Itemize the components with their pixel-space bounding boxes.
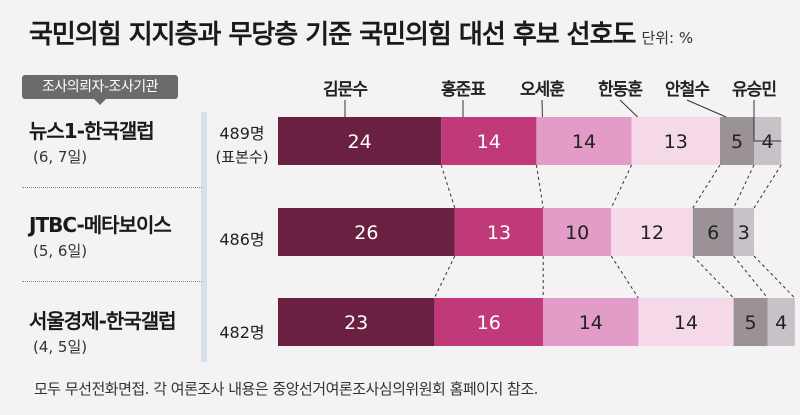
bar-label-1-4: 13 bbox=[664, 131, 688, 153]
poll-institution-1: 뉴스1-한국갤럽 bbox=[29, 119, 155, 143]
bar-segment-2-1 bbox=[278, 208, 455, 256]
bar-label-2-2: 13 bbox=[487, 222, 511, 244]
chart-title: 국민의힘 지지층과 무당층 기준 국민의힘 대선 후보 선호도 단위: % bbox=[29, 20, 694, 50]
legend-candidate-3: 오세훈 bbox=[520, 80, 565, 100]
bar-segment-3-1 bbox=[278, 298, 435, 346]
bar-segment-1-3 bbox=[536, 117, 632, 165]
bar-segment-3-3 bbox=[543, 298, 639, 346]
poll-institution-3: 서울경제-한국갤럽 bbox=[29, 309, 177, 333]
bar-segment-3-2 bbox=[434, 298, 544, 346]
connector-line-2-4 bbox=[692, 255, 734, 299]
legend-candidate-6: 유승민 bbox=[732, 80, 777, 100]
connector-line-2-1 bbox=[433, 255, 456, 299]
bar-label-3-1: 23 bbox=[344, 312, 368, 334]
bar-segment-2-5 bbox=[692, 208, 734, 256]
bar-segment-3-4 bbox=[638, 298, 734, 346]
bar-segment-2-6 bbox=[733, 208, 754, 256]
bar-label-1-5: 5 bbox=[731, 131, 743, 153]
poll-dates-3: (4, 5일) bbox=[33, 338, 88, 356]
legend-candidate-4: 한동훈 bbox=[598, 80, 643, 100]
bar-label-3-3: 14 bbox=[579, 312, 603, 334]
bar-label-3-6: 4 bbox=[775, 312, 787, 334]
bar-segment-3-6 bbox=[767, 298, 795, 346]
poll-dates-1: (6, 7일) bbox=[33, 148, 88, 166]
bar-segment-2-3 bbox=[543, 208, 612, 256]
bar-label-1-1: 24 bbox=[348, 131, 372, 153]
poll-sample-3: 482명 bbox=[219, 323, 265, 342]
bar-segment-1-1 bbox=[278, 117, 442, 165]
bar-label-2-3: 10 bbox=[565, 222, 589, 244]
leader-line-5 bbox=[686, 99, 727, 118]
bar-label-2-1: 26 bbox=[354, 222, 378, 244]
bar-segment-1-2 bbox=[441, 117, 537, 165]
bar-segment-1-5 bbox=[720, 117, 754, 165]
connector-line-1-3 bbox=[610, 164, 633, 209]
bar-label-3-2: 16 bbox=[477, 312, 501, 334]
legend-candidate-2: 홍준표 bbox=[441, 80, 486, 100]
connector-line-1-2 bbox=[535, 164, 544, 209]
column-header-badge: 조사의뢰자-조사기관 bbox=[22, 75, 178, 105]
row-divider-1 bbox=[22, 187, 202, 188]
separator-bar bbox=[201, 112, 207, 362]
legend-candidate-1: 김문수 bbox=[323, 80, 368, 100]
connector-line-end-1 bbox=[753, 164, 782, 209]
bar-label-2-6: 3 bbox=[738, 222, 750, 244]
legend-candidate-5: 안철수 bbox=[665, 80, 710, 100]
bar-label-3-4: 14 bbox=[674, 312, 698, 334]
bar-label-1-6: 4 bbox=[762, 131, 774, 153]
connector-line-2-5 bbox=[733, 255, 768, 299]
leader-line-6 bbox=[753, 100, 782, 142]
poll-dates-2: (5, 6일) bbox=[33, 242, 88, 260]
bar-segment-2-4 bbox=[611, 208, 693, 256]
bar-segment-2-2 bbox=[454, 208, 544, 256]
connector-line-1-5 bbox=[733, 164, 755, 209]
row-divider-2 bbox=[22, 281, 202, 282]
footnote: 모두 무선전화면접. 각 여론조사 내용은 중앙선거여론조사심의위원회 홈페이지… bbox=[34, 380, 538, 398]
bar-label-3-5: 5 bbox=[745, 312, 757, 334]
bar-label-2-4: 12 bbox=[640, 222, 664, 244]
poll-sample-2: 486명 bbox=[219, 230, 265, 249]
poll-sample-1: 489명 bbox=[219, 124, 265, 143]
connector-line-end-2 bbox=[753, 255, 796, 299]
leader-line-4 bbox=[619, 99, 638, 118]
bar-segment-1-4 bbox=[631, 117, 720, 165]
connector-line-1-1 bbox=[440, 164, 456, 209]
poll-sample-note: (표본수) bbox=[215, 148, 269, 166]
unit-label: 단위: % bbox=[641, 29, 694, 47]
bar-segment-3-5 bbox=[733, 298, 768, 346]
bar-label-2-5: 6 bbox=[707, 222, 719, 244]
bar-label-1-3: 14 bbox=[572, 131, 596, 153]
poll-institution-2: JTBC-메타보이스 bbox=[29, 213, 172, 237]
bar-label-1-2: 14 bbox=[477, 131, 501, 153]
connector-line-1-4 bbox=[692, 164, 721, 209]
connector-line-2-3 bbox=[610, 255, 639, 299]
